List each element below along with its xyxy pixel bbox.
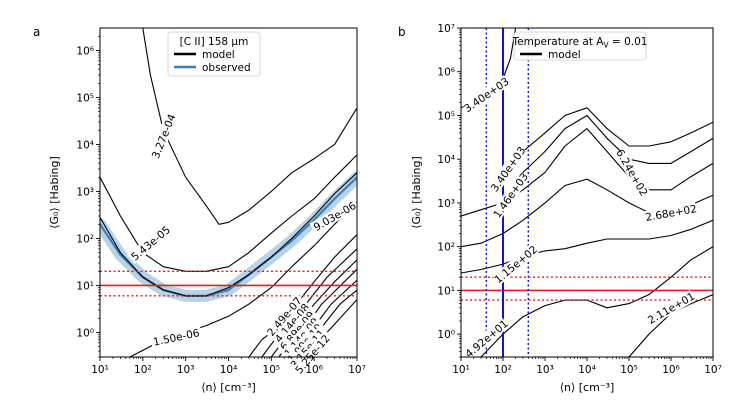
legend-label-observed: observed [202, 62, 251, 74]
panel-letter: a [33, 25, 40, 39]
y-tick-label: 10⁵ [437, 110, 455, 122]
y-tick-label: 10¹ [76, 280, 94, 292]
legend-label-model: model [202, 49, 235, 61]
y-tick-label: 10³ [437, 198, 455, 210]
x-tick-label: 10¹ [91, 364, 109, 376]
axes-frame [99, 27, 358, 358]
y-tick-label: 10⁴ [437, 154, 455, 166]
svg-text:2.68e+02: 2.68e+02 [645, 203, 698, 224]
y-tick-label: 10⁶ [437, 67, 455, 79]
y-tick-label: 10⁵ [76, 92, 94, 104]
x-tick-label: 10⁶ [662, 364, 680, 376]
x-tick-label: 10⁵ [620, 364, 638, 376]
y-tick-label: 10³ [76, 186, 94, 198]
x-tick-label: 10² [134, 364, 152, 376]
panel-letter: b [398, 25, 406, 39]
contour-line [461, 219, 713, 274]
x-tick-label: 10⁶ [305, 364, 323, 376]
x-tick-label: 10⁴ [220, 364, 238, 376]
plot-area [100, 28, 357, 357]
y-tick-label: 10⁰ [437, 329, 455, 341]
x-tick-label: 10² [494, 364, 512, 376]
x-tick-label: 10¹ [452, 364, 470, 376]
contour-line [100, 172, 357, 297]
x-tick-label: 10⁷ [704, 364, 722, 376]
contour-line [502, 114, 713, 200]
x-axis-label: ⟨n⟩ [cm⁻³] [201, 381, 256, 394]
svg-text:1.50e-06: 1.50e-06 [152, 327, 201, 349]
y-tick-label: 10⁰ [76, 327, 94, 339]
observed-band [100, 171, 357, 302]
contour-label: 1.15e+02 [492, 243, 540, 286]
y-tick-label: 10⁷ [437, 23, 455, 35]
y-tick-label: 10⁴ [76, 139, 94, 151]
y-axis-label: ⟨G₀⟩ [Habing] [410, 156, 423, 229]
x-axis-label: ⟨n⟩ [cm⁻³] [560, 381, 615, 394]
x-tick-label: 10³ [536, 364, 554, 376]
svg-text:5.43e-05: 5.43e-05 [129, 224, 173, 263]
contour-line [502, 107, 713, 183]
y-tick-label: 10² [76, 233, 94, 245]
x-tick-label: 10⁷ [348, 364, 366, 376]
contour-label: 1.50e-06 [150, 325, 203, 349]
contour-line [480, 246, 713, 357]
legend-label-model: model [548, 49, 581, 61]
y-tick-label: 10¹ [437, 285, 455, 297]
y-tick-label: 10⁶ [76, 45, 94, 57]
panel-a: 3.27e-045.43e-059.03e-061.50e-06 2.49e-07… [33, 25, 366, 394]
y-axis-label: ⟨G₀⟩ [Habing] [48, 156, 61, 229]
panel-b: 3.40e+033.40e+031.46e+03 6.24e+022.68e+02… [398, 23, 722, 394]
contour-label: 2.68e+02 [645, 202, 698, 224]
svg-text:6.24e+02: 6.24e+02 [613, 147, 649, 198]
x-tick-label: 10⁵ [263, 364, 281, 376]
legend-box [513, 31, 647, 61]
legend-box [167, 31, 261, 77]
x-tick-label: 10⁴ [578, 364, 596, 376]
contour-label: 2.11e+01 [646, 289, 697, 327]
legend-title: Temperature at AV = 0.01 [512, 36, 648, 50]
contour-label: 6.24e+02 [613, 147, 651, 198]
svg-text:2.11e+01: 2.11e+01 [646, 290, 697, 326]
y-tick-label: 10² [437, 242, 455, 254]
legend-title: [C II] 158 μm [180, 36, 249, 48]
x-tick-label: 10³ [177, 364, 195, 376]
